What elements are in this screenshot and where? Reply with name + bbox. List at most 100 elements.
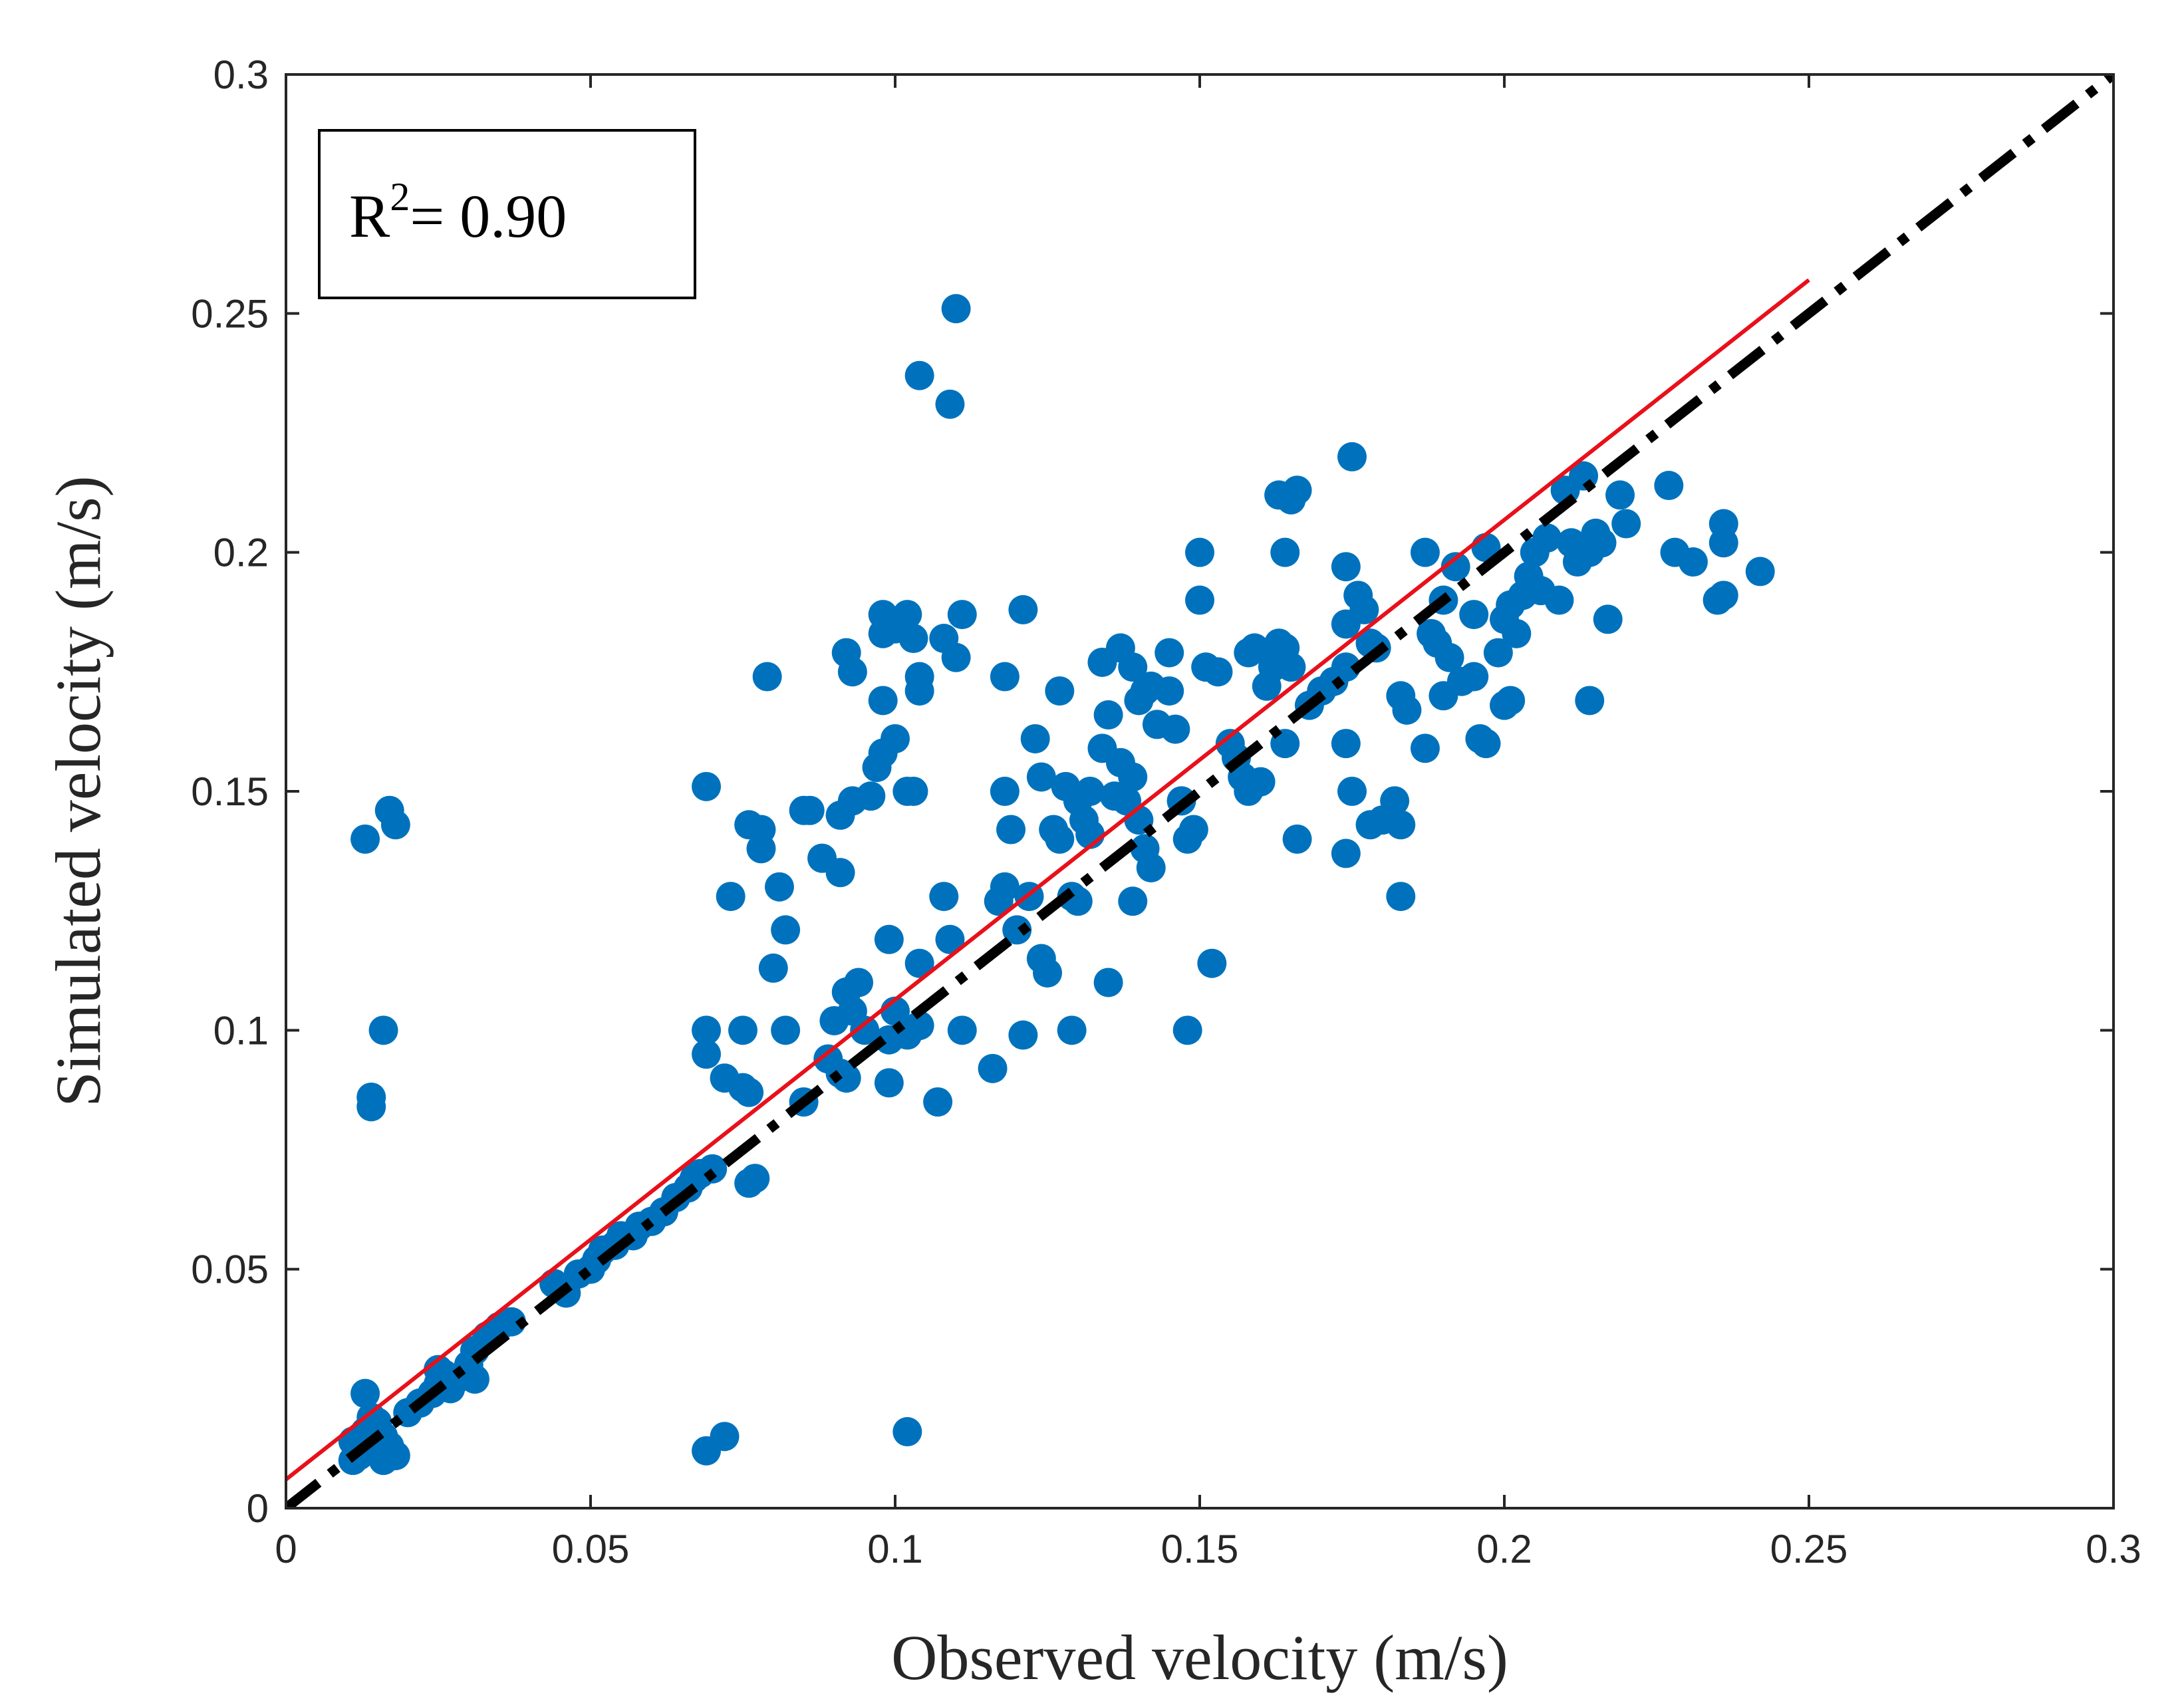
annotation-text: R2= 0.90 bbox=[349, 175, 567, 250]
data-point bbox=[856, 781, 886, 811]
data-point bbox=[892, 1417, 922, 1447]
x-tick-label: 0.15 bbox=[1161, 1527, 1239, 1571]
data-point bbox=[1045, 676, 1075, 706]
data-point bbox=[881, 723, 910, 753]
data-point bbox=[1410, 537, 1440, 567]
data-point bbox=[1282, 824, 1312, 854]
x-axis-title: Observed velocity (m/s) bbox=[891, 1622, 1508, 1693]
x-tick-label: 0 bbox=[275, 1527, 297, 1571]
data-point bbox=[356, 1402, 386, 1432]
data-point bbox=[978, 1053, 1008, 1083]
data-point bbox=[1483, 638, 1513, 668]
data-point bbox=[692, 1015, 722, 1045]
x-tick-label: 0.25 bbox=[1770, 1527, 1848, 1571]
data-point bbox=[1118, 762, 1148, 792]
data-point bbox=[1155, 676, 1184, 706]
data-point bbox=[1178, 815, 1208, 845]
data-point bbox=[1380, 786, 1410, 816]
data-point bbox=[935, 389, 965, 419]
data-point bbox=[1337, 442, 1367, 471]
data-point bbox=[941, 642, 971, 672]
data-point bbox=[898, 777, 928, 806]
data-point bbox=[996, 815, 1026, 845]
r-symbol: R bbox=[349, 182, 390, 250]
identity-line bbox=[286, 74, 2114, 1508]
data-point bbox=[1471, 729, 1501, 759]
data-point bbox=[1075, 777, 1105, 806]
data-point bbox=[1386, 882, 1416, 912]
y-tick-label: 0 bbox=[247, 1486, 269, 1531]
data-point bbox=[874, 1068, 904, 1098]
data-point bbox=[1185, 537, 1214, 567]
data-point bbox=[734, 1168, 764, 1198]
data-point bbox=[1708, 581, 1738, 610]
data-point bbox=[904, 948, 934, 978]
data-point bbox=[1745, 557, 1775, 587]
x-tick-label: 0.3 bbox=[2086, 1527, 2141, 1571]
data-point bbox=[1203, 657, 1233, 687]
data-point bbox=[1270, 537, 1300, 567]
x-tick-label: 0.2 bbox=[1476, 1527, 1532, 1571]
data-point bbox=[1118, 652, 1148, 682]
data-point bbox=[1002, 915, 1032, 945]
data-point bbox=[1282, 475, 1312, 505]
y-tick-labels: 0 0.05 0.1 0.15 0.2 0.25 0.3 bbox=[191, 53, 269, 1531]
data-point bbox=[1544, 585, 1574, 615]
data-point bbox=[692, 1039, 722, 1069]
data-point bbox=[850, 1015, 880, 1045]
y-tick-label: 0.1 bbox=[213, 1008, 269, 1053]
data-point bbox=[1337, 777, 1367, 806]
data-point bbox=[1605, 480, 1635, 510]
data-point bbox=[710, 1422, 740, 1452]
data-point bbox=[734, 1077, 764, 1107]
data-point bbox=[380, 810, 410, 840]
data-point bbox=[698, 1154, 728, 1184]
data-point bbox=[837, 657, 867, 687]
data-point bbox=[1593, 604, 1623, 634]
y-axis-title: Simulated velocity (m/s) bbox=[43, 475, 114, 1107]
data-point bbox=[990, 872, 1020, 902]
data-point bbox=[1057, 1015, 1087, 1045]
data-point bbox=[1331, 552, 1361, 582]
data-point bbox=[904, 676, 934, 706]
data-point bbox=[1392, 695, 1422, 725]
data-point bbox=[1611, 509, 1641, 539]
x-tick-label: 0.05 bbox=[552, 1527, 630, 1571]
r-superscript: 2 bbox=[390, 175, 410, 219]
data-point bbox=[1331, 609, 1361, 639]
data-point bbox=[904, 1011, 934, 1041]
data-point bbox=[1118, 886, 1148, 916]
data-point bbox=[831, 1063, 861, 1093]
data-point bbox=[1331, 652, 1361, 682]
data-point bbox=[904, 360, 934, 390]
data-point bbox=[990, 662, 1020, 692]
r-squared-annotation: R2= 0.90 bbox=[318, 129, 696, 299]
x-tick-label: 0.1 bbox=[867, 1527, 922, 1571]
data-point bbox=[752, 662, 782, 692]
data-point bbox=[436, 1374, 466, 1404]
fit-line bbox=[286, 278, 1810, 1482]
data-point bbox=[1093, 700, 1123, 730]
data-point bbox=[892, 600, 922, 630]
tick-marks bbox=[285, 73, 2115, 1509]
data-point bbox=[716, 882, 746, 912]
data-point bbox=[1246, 767, 1276, 797]
data-point bbox=[1172, 1015, 1202, 1045]
data-point bbox=[758, 953, 788, 983]
data-point bbox=[460, 1364, 489, 1394]
data-point bbox=[795, 795, 825, 825]
data-point bbox=[929, 882, 959, 912]
data-point bbox=[898, 624, 928, 654]
data-point bbox=[1410, 733, 1440, 763]
y-tick-label: 0.15 bbox=[191, 769, 269, 814]
data-point bbox=[1008, 1020, 1038, 1050]
data-point bbox=[1434, 642, 1464, 672]
data-point bbox=[356, 1092, 386, 1122]
data-point bbox=[496, 1307, 526, 1337]
data-point bbox=[1033, 958, 1062, 988]
data-point bbox=[1331, 839, 1361, 868]
x-tick-labels: 0 0.05 0.1 0.15 0.2 0.25 0.3 bbox=[275, 1527, 2141, 1571]
data-point bbox=[1532, 523, 1562, 553]
r-value: = 0.90 bbox=[410, 182, 567, 250]
data-point bbox=[1708, 509, 1738, 539]
